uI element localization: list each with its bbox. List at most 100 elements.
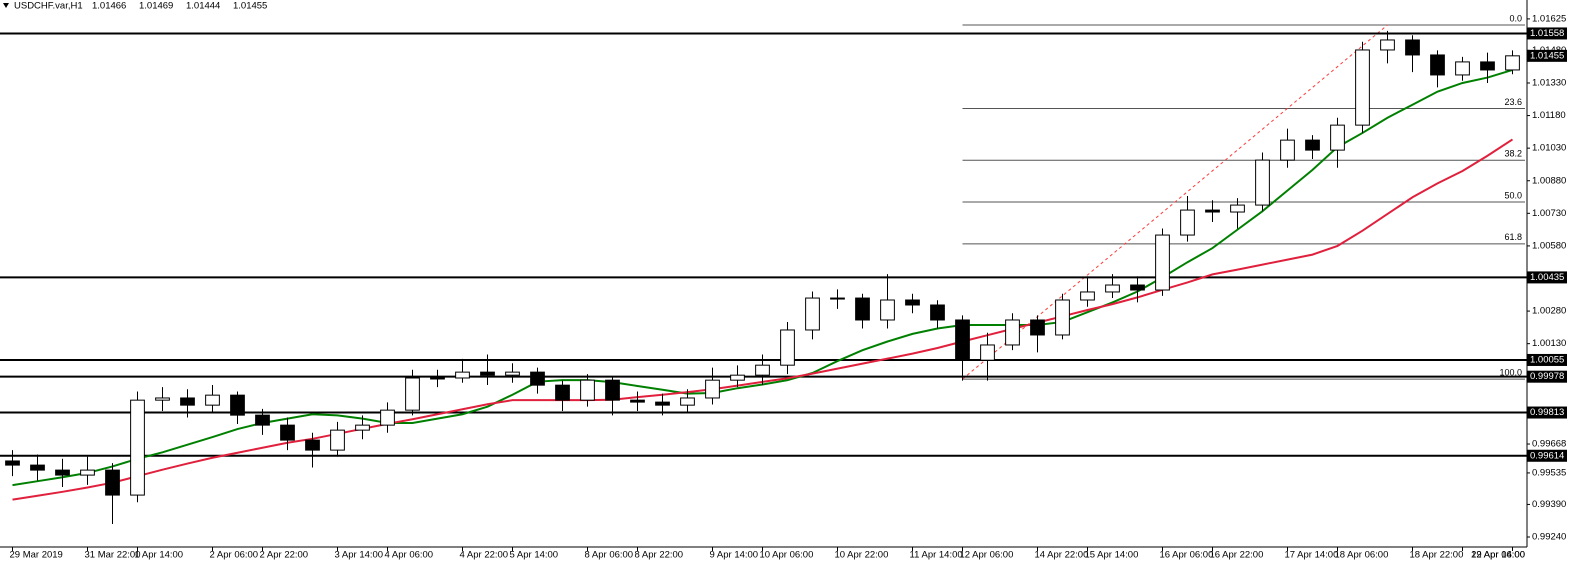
x-tick-label: 19 Apr 14:00: [1471, 550, 1525, 561]
x-tick-label: 8 Apr 06:00: [585, 550, 634, 561]
candle-body: [1005, 319, 1020, 346]
candle-body: [680, 397, 695, 406]
level-label: 0.99614: [1530, 450, 1564, 461]
x-tick-label: 2 Apr 22:00: [260, 550, 309, 561]
level-box: [1527, 406, 1567, 419]
candle-body: [1230, 204, 1245, 213]
candle-body: [5, 460, 20, 466]
level-box: [1527, 370, 1567, 383]
x-tick-label: 22 Apr 06:00: [1471, 550, 1525, 561]
candle-body: [1455, 61, 1470, 76]
candle-body: [330, 429, 345, 451]
x-tick-label: 1 Apr 14:00: [135, 550, 184, 561]
fib-label: 50.0: [1504, 190, 1522, 200]
level-box: [1527, 353, 1567, 366]
chart-title: USDCHF.var,H1: [14, 1, 83, 12]
candle-body: [1105, 284, 1120, 293]
candle-body: [705, 379, 720, 399]
candle-body: [905, 299, 920, 306]
y-tick-label: 1.00280: [1532, 306, 1566, 317]
y-tick-label: 1.00730: [1532, 208, 1566, 219]
candle-body: [180, 397, 195, 406]
fib-label: 23.6: [1504, 97, 1522, 107]
candle-body: [930, 304, 945, 321]
y-tick-label: 1.00880: [1532, 175, 1566, 186]
header-ohlc: 1.01469: [139, 1, 173, 12]
y-tick-label: 0.99668: [1532, 439, 1566, 450]
candle-body: [1180, 209, 1195, 236]
candle-body: [1205, 209, 1220, 213]
x-tick-label: 15 Apr 14:00: [1085, 550, 1139, 561]
candle-body: [80, 469, 95, 476]
x-tick-label: 29 Mar 2019: [10, 550, 63, 561]
x-tick-label: 17 Apr 14:00: [1285, 550, 1339, 561]
y-tick-label: 1.01625: [1532, 13, 1566, 24]
candle-body: [430, 377, 445, 380]
x-tick-label: 11 Apr 14:00: [910, 550, 963, 561]
level-box: [1527, 27, 1567, 40]
candle-body: [1380, 39, 1395, 51]
x-tick-label: 14 Apr 22:00: [1035, 550, 1089, 561]
x-tick-label: 10 Apr 22:00: [835, 550, 889, 561]
candle-body: [805, 297, 820, 331]
y-tick-label: 0.99240: [1532, 532, 1566, 543]
candle-body: [580, 379, 595, 401]
candle-body: [255, 414, 270, 426]
candle-body: [105, 469, 120, 496]
x-tick-label: 8 Apr 22:00: [635, 550, 684, 561]
candle-body: [1055, 299, 1070, 336]
candle-body: [1355, 49, 1370, 126]
x-tick-label: 9 Apr 14:00: [710, 550, 759, 561]
candle-body: [1430, 54, 1445, 76]
last-price-box: [1527, 49, 1567, 62]
candle-body: [480, 371, 495, 376]
x-tick-label: 3 Apr 14:00: [335, 550, 384, 561]
header-ohlc: 1.01455: [233, 1, 267, 12]
candle-body: [855, 297, 870, 321]
x-tick-label: 2 Apr 06:00: [210, 550, 259, 561]
x-tick-label: 4 Apr 22:00: [460, 550, 509, 561]
candle-body: [405, 377, 420, 411]
level-label: 1.00055: [1530, 354, 1564, 365]
level-label: 1.00435: [1530, 272, 1564, 283]
x-tick-label: 4 Apr 06:00: [385, 550, 434, 561]
candle-body: [1305, 139, 1320, 151]
candle-body: [305, 439, 320, 451]
candle-body: [955, 319, 970, 361]
candle-body: [880, 299, 895, 321]
menu-arrow: [3, 3, 9, 8]
candle-body: [155, 397, 170, 401]
x-tick-label: 18 Apr 22:00: [1410, 550, 1464, 561]
level-box: [1527, 449, 1567, 462]
y-tick-label: 1.00130: [1532, 338, 1566, 349]
candle-body: [455, 371, 470, 379]
x-tick-label: 18 Apr 06:00: [1335, 550, 1389, 561]
x-tick-label: 16 Apr 06:00: [1160, 550, 1214, 561]
candle-body: [630, 399, 645, 403]
level-label: 0.99978: [1530, 371, 1564, 382]
level-box: [1527, 271, 1567, 284]
fib-label: 100.0: [1499, 367, 1522, 377]
candle-body: [230, 394, 245, 416]
candle-body: [1480, 61, 1495, 71]
candle-body: [130, 399, 145, 496]
last-price-label: 1.01455: [1530, 50, 1564, 61]
candle-body: [755, 364, 770, 376]
level-label: 0.99813: [1530, 407, 1564, 418]
candle-body: [530, 371, 545, 386]
candle-body: [505, 371, 520, 376]
candle-body: [980, 344, 995, 361]
fib-label: 38.2: [1504, 149, 1522, 159]
candle-body: [355, 424, 370, 431]
candle-body: [1130, 284, 1145, 291]
candle-body: [830, 297, 845, 300]
x-tick-label: 12 Apr 06:00: [960, 550, 1014, 561]
fib-label: 0.0: [1509, 13, 1522, 23]
x-tick-label: 31 Mar 22:00: [85, 550, 141, 561]
candle-body: [1330, 124, 1345, 151]
candle-body: [1255, 159, 1270, 206]
candle-body: [555, 384, 570, 401]
y-tick-label: 0.99390: [1532, 499, 1566, 510]
